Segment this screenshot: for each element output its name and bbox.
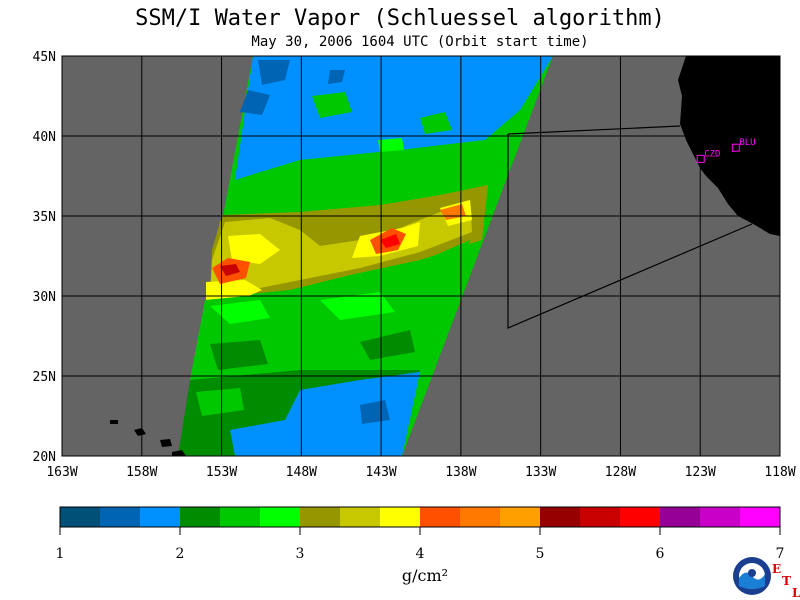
- noaa-logo-icon: [733, 557, 771, 595]
- colorbar-swatch: [620, 507, 661, 527]
- lon-tick-label: 128W: [605, 465, 636, 480]
- colorbar-tick-label: 7: [776, 546, 785, 562]
- colorbar-tick-label: 4: [416, 546, 425, 562]
- colorbar-swatch: [260, 507, 301, 527]
- colorbar-tick-label: 2: [176, 546, 185, 562]
- etl-letter-e: E: [772, 562, 782, 576]
- colorbar-unit: g/cm²: [401, 566, 449, 585]
- colorbar-tick-label: 5: [536, 546, 545, 562]
- colorbar-swatch: [460, 507, 501, 527]
- colorbar-swatch: [500, 507, 541, 527]
- lon-tick-label: 143W: [365, 465, 396, 480]
- lat-tick-label: 40N: [33, 130, 56, 145]
- lon-tick-label: 138W: [445, 465, 476, 480]
- map-subtitle: May 30, 2006 1604 UTC (Orbit start time): [251, 34, 589, 50]
- colorbar-swatch: [340, 507, 381, 527]
- colorbar-swatch: [420, 507, 461, 527]
- lat-tick-label: 30N: [33, 290, 56, 305]
- lon-tick-label: 123W: [685, 465, 716, 480]
- map-frame: [61, 55, 781, 457]
- colorbar-tick-label: 3: [296, 546, 305, 562]
- station-marker: [696, 154, 705, 163]
- lat-tick-label: 25N: [33, 370, 56, 385]
- station-markers: CZD BLU: [696, 138, 756, 163]
- swath-blue-south: [230, 372, 420, 456]
- colorbar-swatch: [100, 507, 141, 527]
- island-maui: [160, 439, 172, 447]
- colorbar-swatch: [740, 507, 781, 527]
- colorbar: 1 2 3 4 5 6 7: [56, 506, 785, 562]
- lon-tick-label: 148W: [286, 465, 317, 480]
- etl-letter-l: L: [792, 586, 800, 600]
- colorbar-swatch: [300, 507, 341, 527]
- lon-tick-label: 133W: [525, 465, 556, 480]
- island-kauai: [110, 420, 118, 424]
- colorbar-swatch: [180, 507, 221, 527]
- island-hawaii: [172, 450, 186, 456]
- colorbar-swatch: [140, 507, 181, 527]
- colorbar-swatch: [660, 507, 701, 527]
- lon-tick-label: 163W: [46, 465, 77, 480]
- satellite-swath: [178, 56, 553, 456]
- colorbar-swatch: [580, 507, 621, 527]
- land-california: [678, 56, 780, 236]
- station-label: BLU: [739, 138, 755, 148]
- swath-blue-north: [235, 56, 553, 180]
- lon-tick-label: 118W: [764, 465, 795, 480]
- colorbar-swatch: [220, 507, 261, 527]
- colorbar-swatch: [60, 507, 101, 527]
- station-marker: [731, 143, 740, 152]
- lon-tick-label: 158W: [126, 465, 157, 480]
- lon-tick-label: 153W: [206, 465, 237, 480]
- colorbar-tick-label: 6: [656, 546, 665, 562]
- lat-tick-label: 45N: [33, 50, 56, 65]
- colorbar-swatch: [540, 507, 581, 527]
- station-label: CZD: [704, 149, 720, 159]
- domain-outline: [507, 125, 681, 135]
- colorbar-swatch: [380, 507, 421, 527]
- lat-tick-label: 35N: [33, 210, 56, 225]
- map-title: SSM/I Water Vapor (Schluessel algorithm): [135, 6, 665, 31]
- axis-labels: 20N 25N 30N 35N 40N 45N 163W 158W 153W 148W 143W 13…: [33, 50, 796, 480]
- colorbar-tick-label: 1: [56, 546, 65, 562]
- lat-tick-label: 20N: [33, 450, 56, 465]
- island-oahu: [134, 428, 146, 436]
- colorbar-swatch: [700, 507, 741, 527]
- etl-letter-t: T: [782, 574, 791, 588]
